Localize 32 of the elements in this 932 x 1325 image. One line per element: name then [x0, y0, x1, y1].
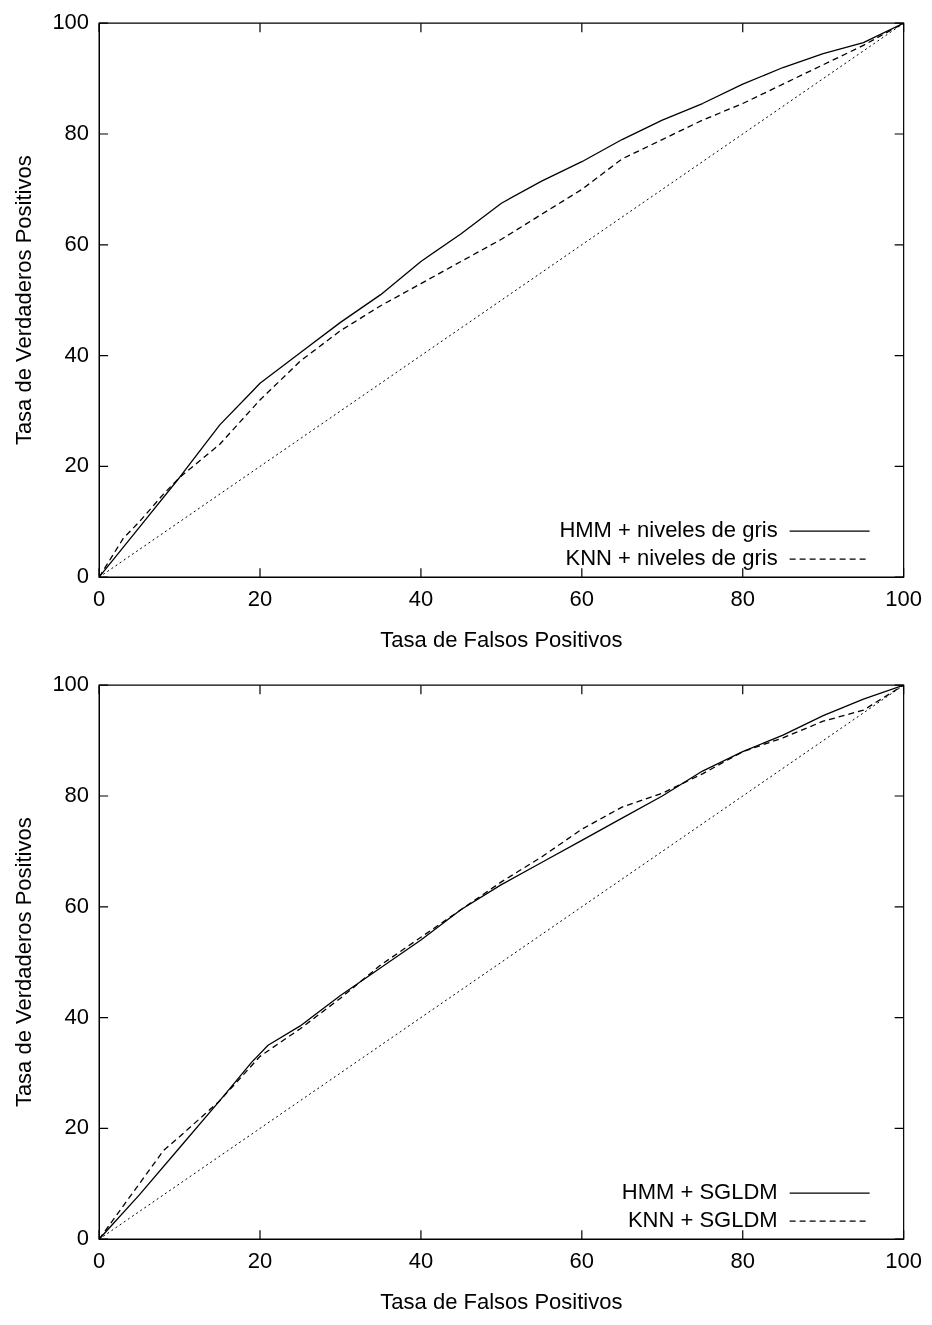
y-tick-label: 40 [64, 1003, 90, 1029]
y-tick-label: 100 [52, 671, 90, 697]
y-tick-label: 0 [76, 563, 90, 589]
y-axis-title: Tasa de Verdaderos Positivos [11, 817, 37, 1108]
y-tick-label: 80 [64, 782, 90, 808]
x-tick-label: 100 [885, 586, 923, 612]
y-axis-title: Tasa de Verdaderos Positivos [11, 155, 37, 446]
y-tick-label: 60 [64, 892, 90, 918]
x-tick-label: 20 [247, 586, 273, 612]
x-tick-label: 0 [92, 586, 106, 612]
y-tick-label: 60 [64, 230, 90, 256]
y-tick-label: 80 [64, 120, 90, 146]
legend-label: KNN + niveles de gris [565, 545, 778, 571]
x-tick-label: 60 [569, 586, 595, 612]
x-axis-title: Tasa de Falsos Positivos [380, 626, 623, 652]
legend-label: HMM + SGLDM [621, 1179, 778, 1205]
x-tick-label: 80 [730, 1248, 755, 1274]
y-tick-label: 40 [64, 341, 90, 367]
legend-label: HMM + niveles de gris [559, 517, 778, 543]
x-tick-label: 20 [247, 1248, 273, 1274]
y-tick-label: 20 [64, 1114, 90, 1140]
x-tick-label: 0 [92, 1248, 106, 1274]
x-tick-label: 60 [569, 1248, 595, 1274]
y-tick-label: 0 [76, 1225, 90, 1251]
x-axis-title: Tasa de Falsos Positivos [380, 1288, 623, 1314]
x-tick-label: 40 [408, 1248, 434, 1274]
y-tick-label: 100 [52, 9, 90, 35]
y-tick-label: 20 [64, 452, 90, 478]
x-tick-label: 40 [408, 586, 434, 612]
x-tick-label: 100 [885, 1248, 923, 1274]
x-tick-label: 80 [730, 586, 755, 612]
legend-label: KNN + SGLDM [627, 1207, 778, 1233]
